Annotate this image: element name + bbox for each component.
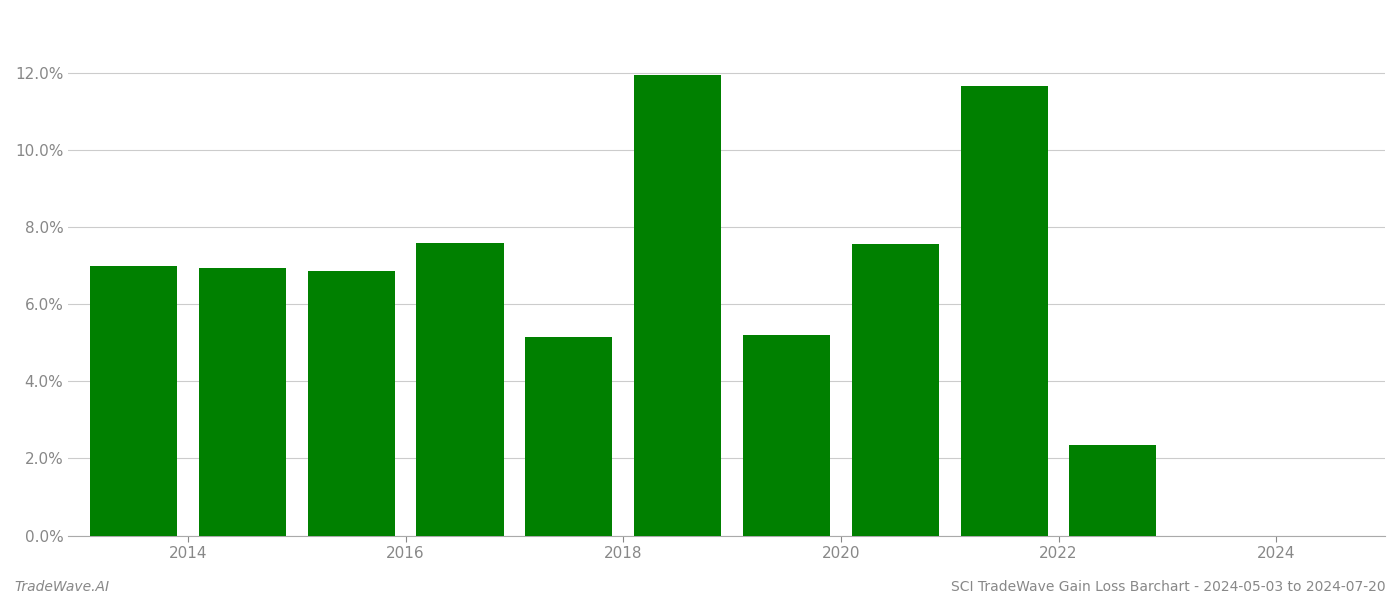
Bar [634, 75, 721, 536]
Bar [90, 266, 176, 536]
Bar [308, 271, 395, 536]
Bar [960, 86, 1047, 536]
Bar [851, 244, 939, 536]
Bar [743, 335, 830, 536]
Text: SCI TradeWave Gain Loss Barchart - 2024-05-03 to 2024-07-20: SCI TradeWave Gain Loss Barchart - 2024-… [952, 580, 1386, 594]
Bar [199, 268, 286, 536]
Text: TradeWave.AI: TradeWave.AI [14, 580, 109, 594]
Bar [1070, 445, 1156, 536]
Bar [416, 242, 504, 536]
Bar [525, 337, 612, 536]
